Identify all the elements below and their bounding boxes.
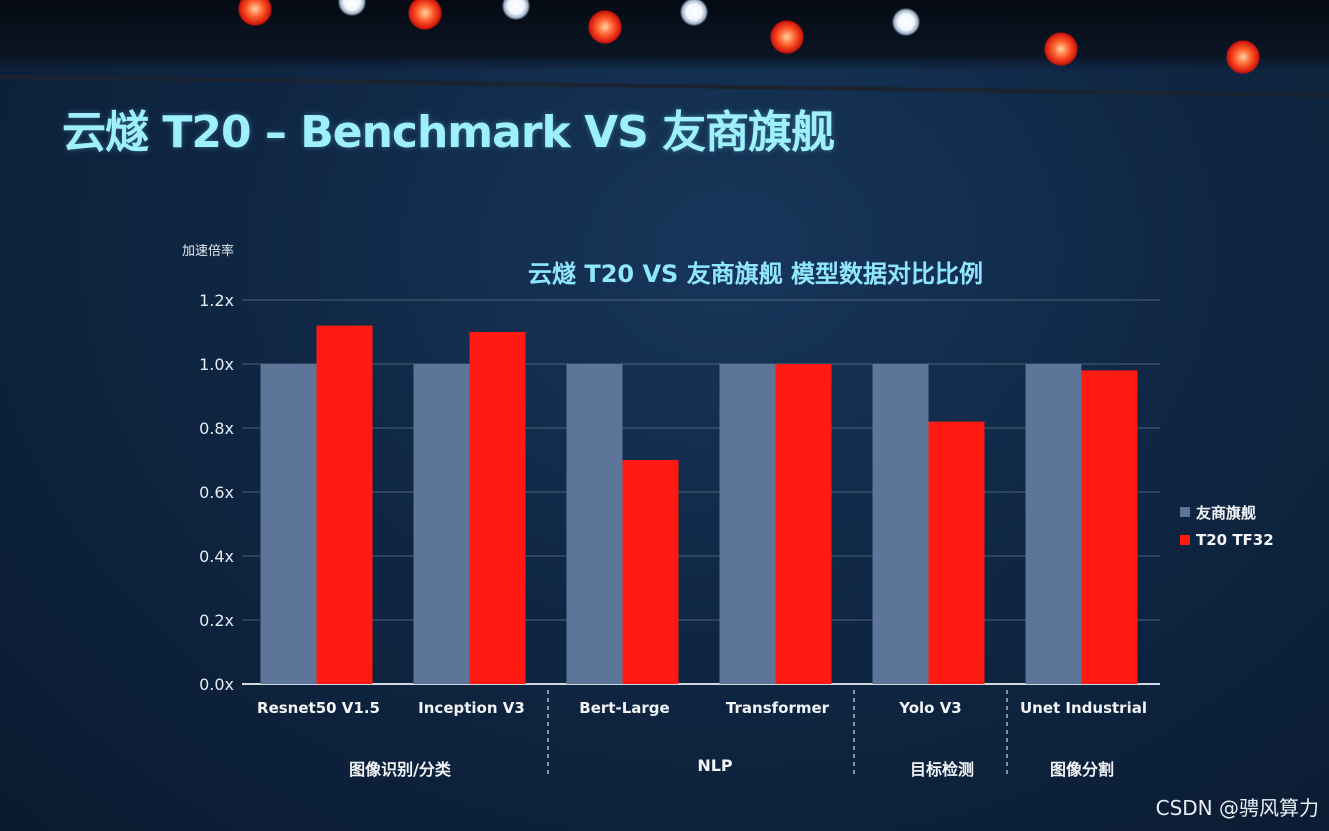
- bar-competitor: [1025, 364, 1082, 684]
- y-tick-label: 1.2x: [199, 291, 234, 310]
- group-label: 图像识别/分类: [349, 760, 451, 779]
- y-tick-label: 0.0x: [199, 675, 234, 694]
- legend-item: 友商旗舰: [1180, 498, 1274, 526]
- stage-light-icon: [892, 8, 920, 36]
- legend-swatch: [1180, 535, 1190, 545]
- bar-competitor: [566, 364, 623, 684]
- stage-light-icon: [680, 0, 708, 26]
- stage-light-icon: [1226, 40, 1260, 74]
- x-tick-label: Bert-Large: [579, 699, 669, 717]
- slide-title: 云燧 T20 – Benchmark VS 友商旗舰: [62, 107, 835, 158]
- stage-light-icon: [408, 0, 442, 30]
- stage-light-icon: [770, 20, 804, 54]
- bar-competitor: [872, 364, 929, 684]
- x-tick-label: Yolo V3: [898, 699, 962, 717]
- stage-light-icon: [338, 0, 366, 16]
- bar-t20: [316, 325, 373, 684]
- x-tick-label: Inception V3: [418, 699, 525, 717]
- bar-t20: [469, 332, 526, 684]
- y-tick-label: 0.8x: [199, 419, 234, 438]
- stage-ceiling: [0, 0, 1329, 70]
- y-tick-label: 0.6x: [199, 483, 234, 502]
- stage-light-icon: [238, 0, 272, 26]
- bar-competitor: [413, 364, 470, 684]
- legend-label: T20 TF32: [1196, 531, 1274, 549]
- y-tick-label: 0.4x: [199, 547, 234, 566]
- group-label: 目标检测: [909, 760, 975, 779]
- y-tick-label: 1.0x: [199, 355, 234, 374]
- chart-legend: 友商旗舰 T20 TF32: [1180, 498, 1274, 554]
- bar-competitor: [719, 364, 776, 684]
- bar-t20: [1081, 370, 1138, 684]
- group-label: 图像分割: [1049, 760, 1115, 779]
- bar-t20: [775, 364, 832, 684]
- stage-light-icon: [1044, 32, 1078, 66]
- chart-title: 云燧 T20 VS 友商旗舰 模型数据对比比例: [528, 260, 984, 288]
- x-tick-label: Transformer: [726, 699, 830, 717]
- y-tick-label: 0.2x: [199, 611, 234, 630]
- legend-label: 友商旗舰: [1196, 503, 1257, 522]
- legend-swatch: [1180, 507, 1190, 517]
- legend-item: T20 TF32: [1180, 526, 1274, 554]
- stage-light-icon: [588, 10, 622, 44]
- group-label: NLP: [697, 756, 733, 775]
- x-tick-label: Unet Industrial: [1020, 699, 1147, 717]
- stage-light-icon: [502, 0, 530, 20]
- watermark: CSDN @骋风算力: [1155, 796, 1319, 820]
- y-axis-title: 加速倍率: [182, 244, 235, 259]
- x-tick-label: Resnet50 V1.5: [257, 699, 380, 717]
- bar-t20: [622, 460, 679, 684]
- bar-competitor: [260, 364, 317, 684]
- bar-t20: [928, 421, 985, 684]
